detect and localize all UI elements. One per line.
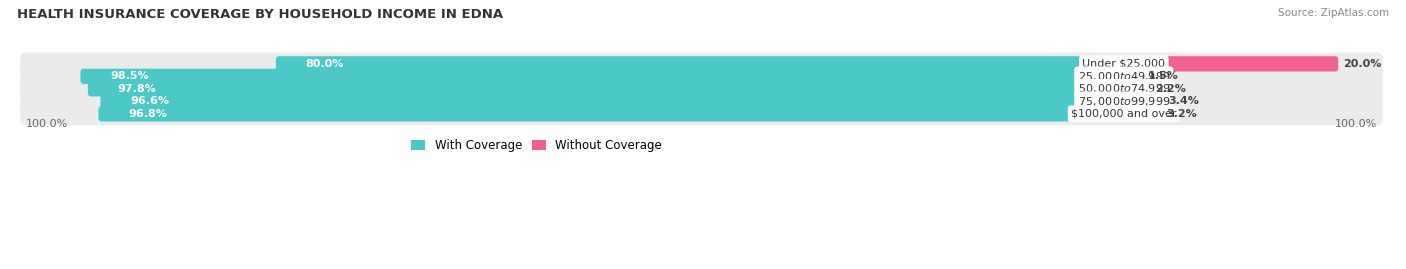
FancyBboxPatch shape	[80, 69, 1128, 84]
FancyBboxPatch shape	[87, 81, 1128, 97]
Text: HEALTH INSURANCE COVERAGE BY HOUSEHOLD INCOME IN EDNA: HEALTH INSURANCE COVERAGE BY HOUSEHOLD I…	[17, 8, 503, 21]
Text: $75,000 to $99,999: $75,000 to $99,999	[1077, 95, 1170, 108]
FancyBboxPatch shape	[101, 94, 1128, 109]
FancyBboxPatch shape	[1121, 94, 1163, 109]
Text: Under $25,000: Under $25,000	[1083, 59, 1166, 69]
Text: 1.5%: 1.5%	[1149, 71, 1178, 81]
FancyBboxPatch shape	[20, 90, 1382, 113]
Text: 2.2%: 2.2%	[1156, 84, 1187, 94]
Legend: With Coverage, Without Coverage: With Coverage, Without Coverage	[406, 134, 666, 157]
Text: Source: ZipAtlas.com: Source: ZipAtlas.com	[1278, 8, 1389, 18]
Text: 3.4%: 3.4%	[1168, 96, 1199, 106]
FancyBboxPatch shape	[276, 56, 1128, 72]
Text: 97.8%: 97.8%	[118, 84, 156, 94]
Text: 3.2%: 3.2%	[1166, 109, 1197, 119]
Text: 96.8%: 96.8%	[128, 109, 167, 119]
FancyBboxPatch shape	[1121, 69, 1143, 84]
Text: 96.6%: 96.6%	[131, 96, 169, 106]
Text: 80.0%: 80.0%	[305, 59, 344, 69]
FancyBboxPatch shape	[20, 52, 1382, 75]
Text: $50,000 to $74,999: $50,000 to $74,999	[1077, 82, 1170, 95]
FancyBboxPatch shape	[1121, 106, 1161, 122]
Text: 100.0%: 100.0%	[25, 119, 67, 129]
Text: 100.0%: 100.0%	[1336, 119, 1378, 129]
FancyBboxPatch shape	[98, 106, 1128, 122]
FancyBboxPatch shape	[1121, 56, 1339, 72]
Text: $25,000 to $49,999: $25,000 to $49,999	[1077, 70, 1170, 83]
FancyBboxPatch shape	[20, 102, 1382, 125]
FancyBboxPatch shape	[1121, 81, 1150, 97]
FancyBboxPatch shape	[20, 77, 1382, 100]
Text: 98.5%: 98.5%	[110, 71, 149, 81]
Text: 20.0%: 20.0%	[1344, 59, 1382, 69]
Text: $100,000 and over: $100,000 and over	[1071, 109, 1177, 119]
FancyBboxPatch shape	[20, 65, 1382, 88]
